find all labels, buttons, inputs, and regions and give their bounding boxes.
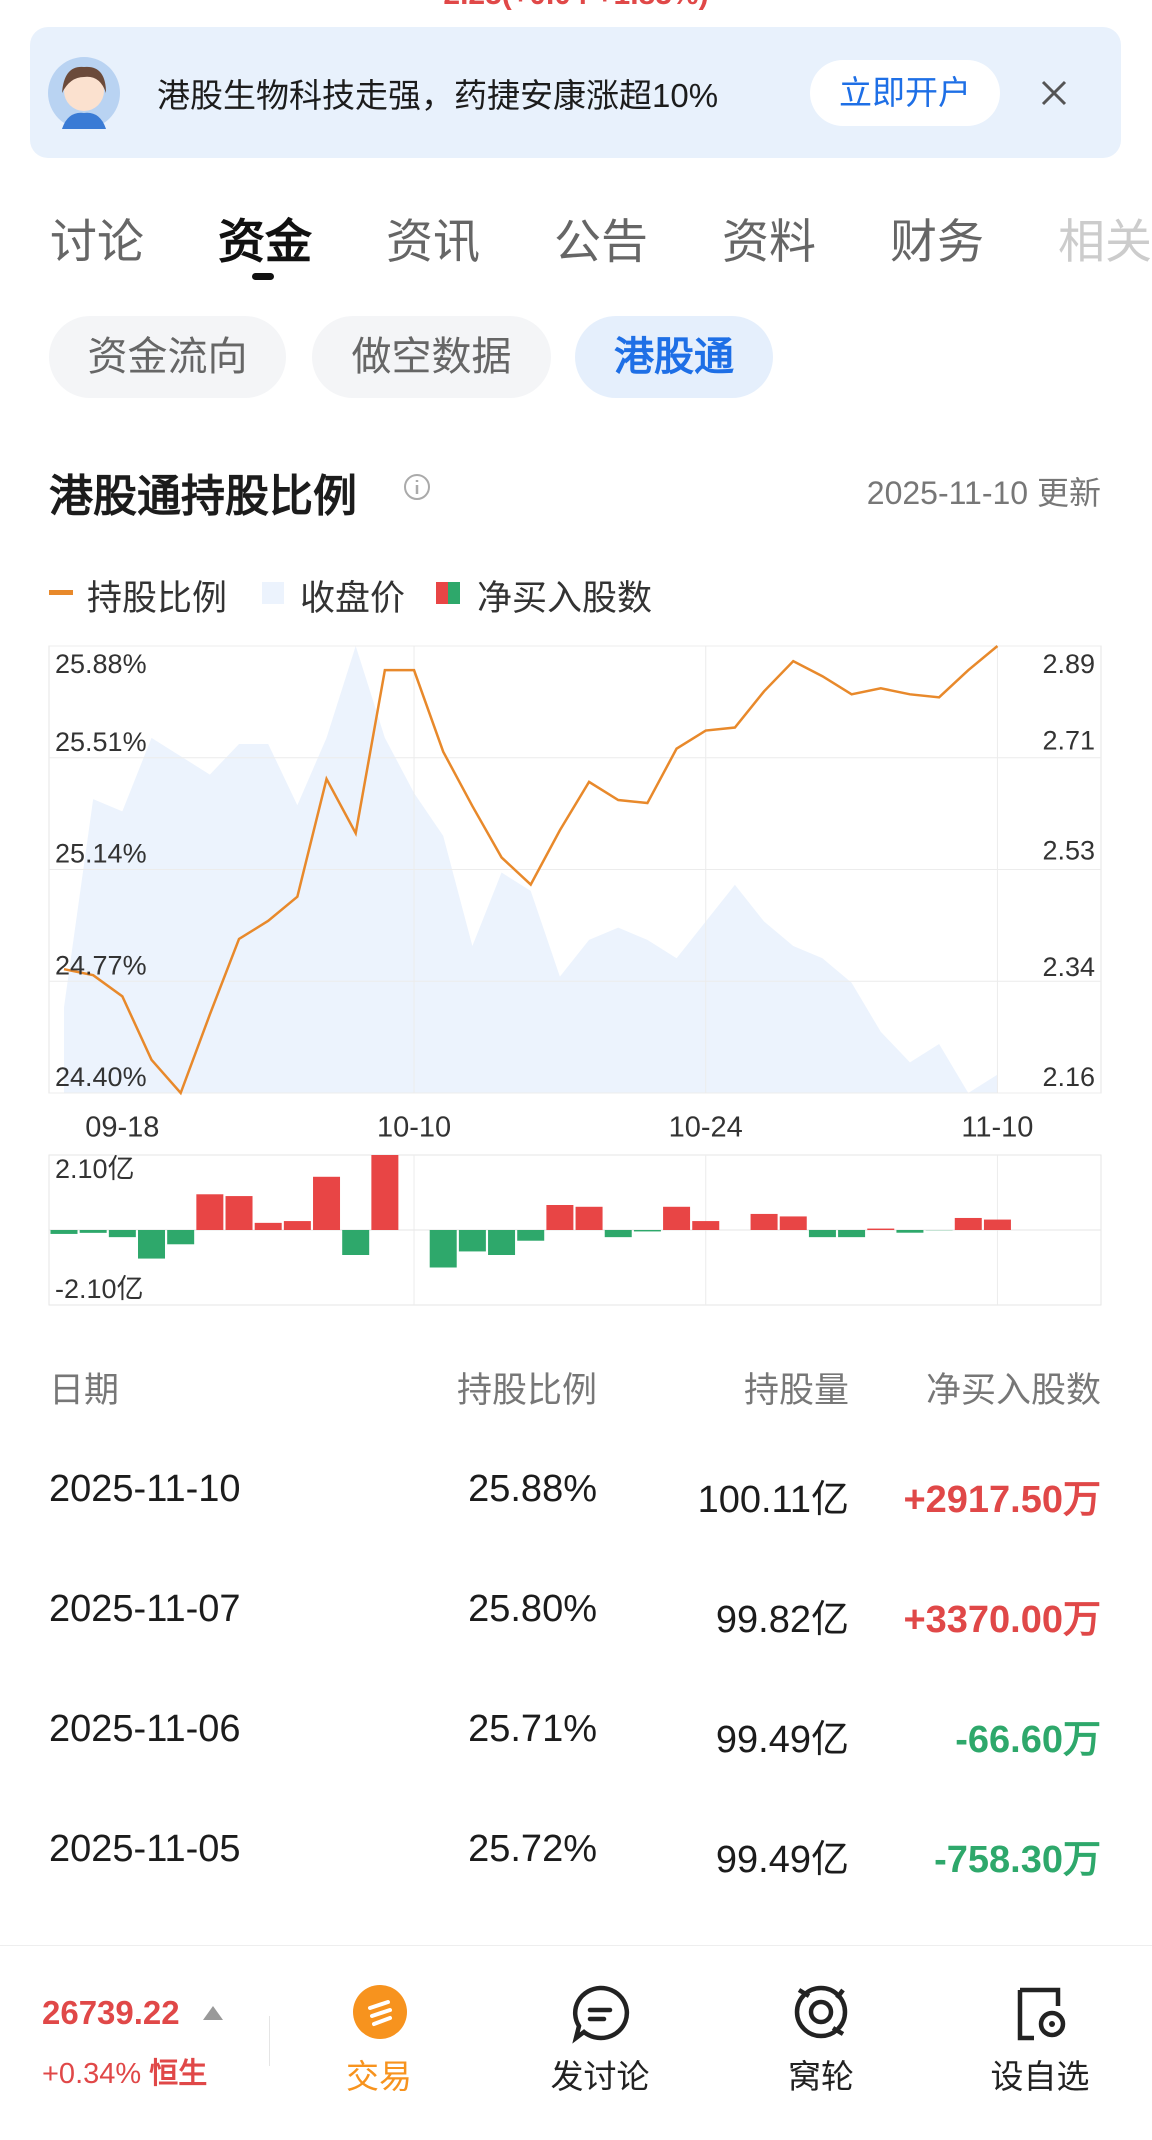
index-name: 恒生 <box>149 2058 207 2090</box>
table-cell: +3370.00万 <box>903 1588 1101 1643</box>
net-buy-bar <box>692 1221 719 1230</box>
y-tick-label: 25.51% <box>55 727 147 757</box>
net-buy-bar <box>488 1230 515 1255</box>
chart: 09-18 10-10 10-24 11-10 24.40% 24.77% 25.14% 25… <box>0 0 1152 1340</box>
x-tick-label: 09-18 <box>85 1112 159 1144</box>
net-buy-bar <box>984 1220 1011 1230</box>
net-buy-bar <box>430 1230 457 1268</box>
net-buy-bar <box>576 1207 603 1230</box>
bar-tick-label: 2.10亿 <box>55 1154 135 1184</box>
net-buy-bar <box>780 1216 807 1230</box>
table-cell: 25.88% <box>468 1468 597 1511</box>
nav-label[interactable]: 设自选 <box>960 2050 1120 2098</box>
bar-tick-label: -2.10亿 <box>55 1274 144 1304</box>
up-arrow <box>202 2004 224 2022</box>
y-tick-label: 24.40% <box>55 1062 147 1092</box>
net-buy-bar <box>896 1230 923 1233</box>
y-tick-label: 25.88% <box>55 649 147 679</box>
net-buy-bar <box>838 1230 865 1237</box>
net-buy-bar <box>342 1230 369 1255</box>
y2-tick-label: 2.71 <box>1042 725 1095 755</box>
table-cell: 99.49亿 <box>716 1708 849 1763</box>
net-buy-bar <box>284 1221 311 1230</box>
index-value[interactable]: 26739.22 <box>42 1994 180 2032</box>
net-buy-bar <box>226 1196 253 1230</box>
net-buy-bar <box>138 1230 165 1259</box>
net-buy-bar <box>255 1223 282 1230</box>
table-cell: 2025-11-07 <box>49 1588 241 1631</box>
net-buy-bar <box>605 1230 632 1237</box>
y2-tick-label: 2.16 <box>1042 1062 1095 1092</box>
y2-tick-label: 2.89 <box>1042 649 1095 679</box>
net-buy-bar <box>196 1194 223 1230</box>
net-buy-bar <box>867 1229 894 1230</box>
table-cell: 99.82亿 <box>716 1588 849 1643</box>
trade-icon[interactable] <box>352 1984 408 2040</box>
watchlist-icon[interactable] <box>1012 1984 1070 2042</box>
index-change-value: +0.34% <box>42 2058 141 2090</box>
net-buy-bar <box>517 1230 544 1241</box>
y-tick-label: 25.14% <box>55 839 147 869</box>
table-cell: 25.72% <box>468 1828 597 1871</box>
warrant-icon[interactable] <box>791 1982 851 2042</box>
net-buy-bar <box>167 1230 194 1244</box>
net-buy-bar <box>51 1230 78 1234</box>
x-tick-label: 10-24 <box>669 1112 743 1144</box>
net-buy-bar <box>634 1230 661 1231</box>
nav-label[interactable]: 发讨论 <box>520 2050 680 2098</box>
index-change: +0.34% 恒生 <box>42 2050 207 2092</box>
table-cell: 100.11亿 <box>698 1468 849 1523</box>
table-header: 持股比例 <box>457 1362 597 1413</box>
divider <box>269 2016 270 2066</box>
net-buy-bar <box>80 1230 107 1233</box>
y2-tick-label: 2.34 <box>1042 952 1095 982</box>
net-buy-bar <box>371 1155 398 1230</box>
table-cell: 2025-11-05 <box>49 1828 241 1871</box>
y-tick-label: 24.77% <box>55 950 147 980</box>
table-cell: -66.60万 <box>955 1708 1101 1763</box>
x-tick-label: 10-10 <box>377 1112 451 1144</box>
net-buy-bar <box>663 1207 690 1230</box>
table-header: 持股量 <box>744 1362 849 1413</box>
net-buy-bar <box>313 1177 340 1230</box>
table-header: 净买入股数 <box>926 1362 1101 1413</box>
net-buy-bar <box>751 1214 778 1230</box>
table-cell: -758.30万 <box>934 1828 1101 1883</box>
net-buy-bar <box>109 1230 136 1237</box>
discuss-icon[interactable] <box>570 1984 630 2044</box>
table-cell: 25.71% <box>468 1708 597 1751</box>
y2-tick-label: 2.53 <box>1042 836 1095 866</box>
net-buy-bar <box>955 1218 982 1230</box>
nav-label[interactable]: 窝轮 <box>741 2050 901 2098</box>
table-header: 日期 <box>49 1362 119 1413</box>
bottom-bar: 26739.22 +0.34% 恒生 交易 发讨论 窝轮 设自选 <box>0 1945 1152 2140</box>
table-cell: 99.49亿 <box>716 1828 849 1883</box>
nav-label[interactable]: 交易 <box>299 2050 459 2098</box>
x-tick-label: 11-10 <box>961 1112 1033 1144</box>
table-cell: 25.80% <box>468 1588 597 1631</box>
table-cell: 2025-11-06 <box>49 1708 241 1751</box>
table-cell: +2917.50万 <box>903 1468 1101 1523</box>
net-buy-bar <box>459 1230 486 1251</box>
table-cell: 2025-11-10 <box>49 1468 241 1511</box>
net-buy-bar <box>546 1205 573 1230</box>
net-buy-bar <box>809 1230 836 1237</box>
